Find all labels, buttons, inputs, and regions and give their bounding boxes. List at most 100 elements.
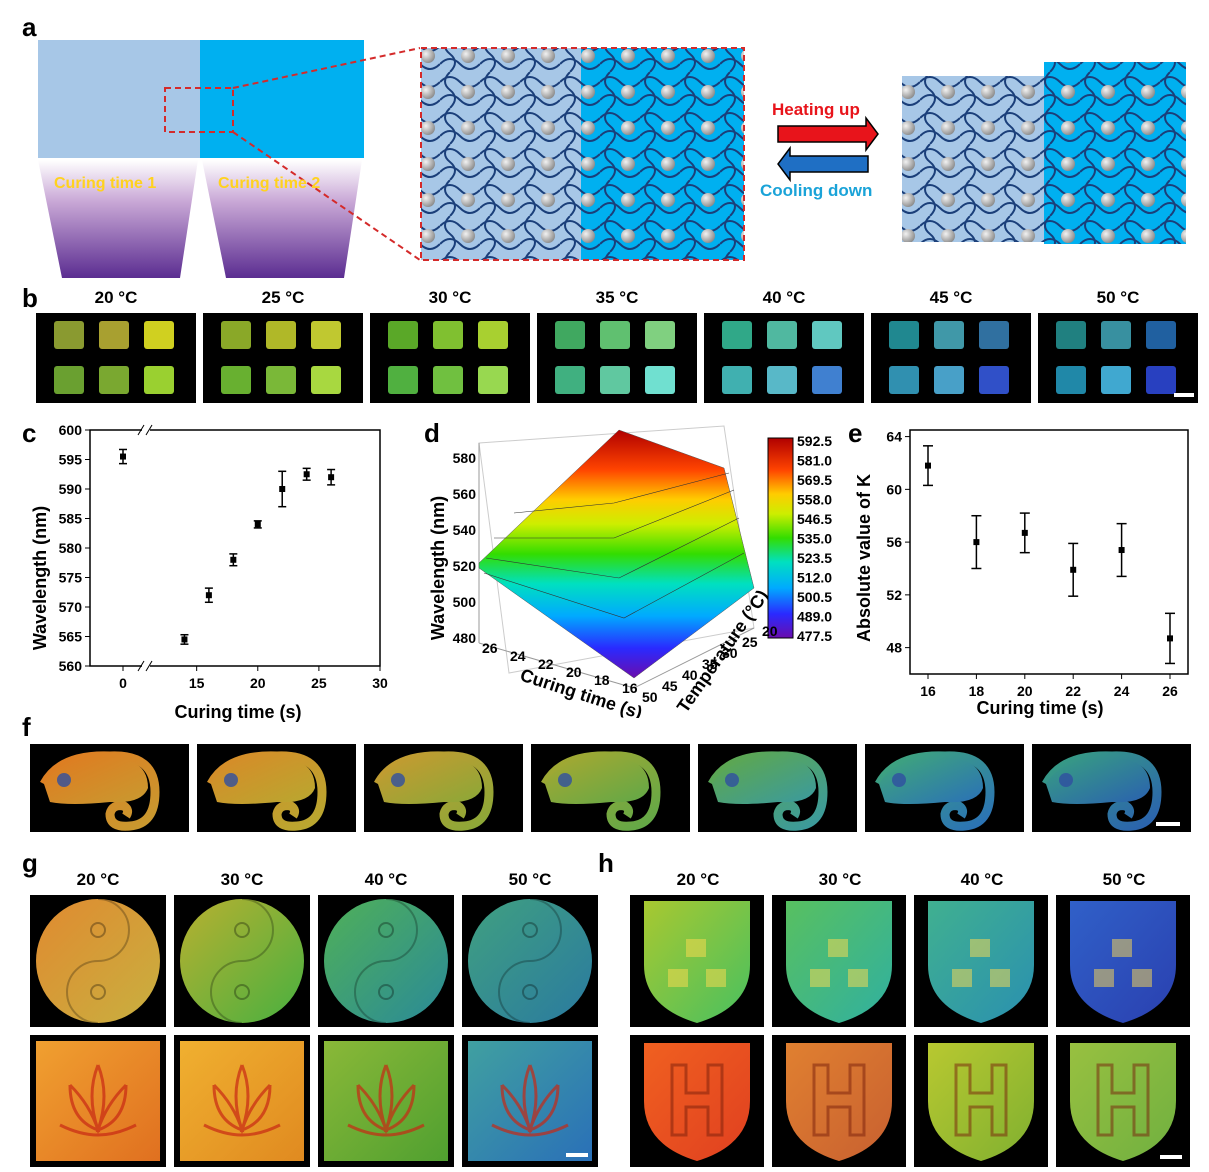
- sample-square: [388, 366, 418, 394]
- data-point: [1070, 566, 1077, 573]
- sample-square: [266, 366, 296, 394]
- sample-square: [1101, 321, 1131, 349]
- y-tick-label: 60: [886, 481, 902, 497]
- panel-a-schematic: [38, 40, 1186, 278]
- sample-image-b: [871, 313, 1031, 403]
- temp-label-h: 20 °C: [676, 870, 720, 889]
- data-point: [328, 474, 335, 481]
- z-tick-label: 520: [453, 558, 477, 574]
- scale-bar: [1156, 822, 1180, 826]
- temp-label-h: 30 °C: [818, 870, 862, 889]
- y-tick-label: 30: [722, 645, 738, 661]
- panel-label-h: h: [598, 848, 614, 878]
- sample-square: [812, 321, 842, 349]
- h-shield-image: [772, 1035, 906, 1167]
- sample-square: [221, 321, 251, 349]
- chameleon-image: [30, 744, 189, 832]
- z-tick-label: 560: [453, 486, 477, 502]
- bwh-shield-image: [914, 895, 1048, 1027]
- sample-square: [767, 366, 797, 394]
- chart-d-zlabel: Wavelength (nm): [428, 496, 448, 640]
- panel-label-b: b: [22, 283, 38, 313]
- x-tick-label: 16: [622, 680, 638, 696]
- y-tick-label: 50: [642, 689, 658, 705]
- temp-label-g: 30 °C: [220, 870, 264, 889]
- h-shield-image: [914, 1035, 1048, 1167]
- sample-square: [99, 321, 129, 349]
- sample-square: [388, 321, 418, 349]
- sample-square: [433, 366, 463, 394]
- x-tick-label: 22: [538, 656, 554, 672]
- temp-label-h: 50 °C: [1102, 870, 1146, 889]
- sample-square: [555, 366, 585, 394]
- chart-c-xlabel: Curing time (s): [174, 702, 301, 722]
- bwh-shield-image: [772, 895, 906, 1027]
- data-point: [1118, 547, 1125, 554]
- data-point: [303, 471, 310, 478]
- colorbar-label: 523.5: [797, 550, 832, 566]
- h-shield-image: [630, 1035, 764, 1167]
- x-tick-label: 26: [1162, 683, 1178, 699]
- y-tick-label: 560: [59, 658, 83, 674]
- panel-label-a: a: [22, 12, 37, 42]
- x-tick-label: 16: [920, 683, 936, 699]
- sample-square: [1146, 366, 1176, 394]
- sample-image-b: [537, 313, 697, 403]
- sample-square: [600, 321, 630, 349]
- x-tick-label: 20: [250, 675, 266, 691]
- panel-label-g: g: [22, 848, 38, 878]
- x-tick-label: 0: [119, 675, 127, 691]
- colorbar-label: 500.5: [797, 589, 832, 605]
- flower-image: [30, 1035, 166, 1167]
- flower-image: [318, 1035, 454, 1167]
- y-tick-label: 56: [886, 534, 902, 550]
- yin-yang-image: [318, 895, 454, 1027]
- colorbar-label: 489.0: [797, 609, 832, 625]
- sample-square: [645, 366, 675, 394]
- film-region-1: [38, 40, 200, 158]
- y-tick-label: 590: [59, 481, 83, 497]
- chart-c-ylabel: Wavelength (nm): [30, 506, 50, 650]
- x-tick-label: 18: [969, 683, 985, 699]
- temp-label-g: 20 °C: [76, 870, 120, 889]
- y-tick-label: 600: [59, 422, 83, 438]
- data-point: [120, 453, 126, 460]
- sample-square: [889, 366, 919, 394]
- y-tick-label: 25: [742, 634, 758, 650]
- z-tick-label: 500: [453, 594, 477, 610]
- sample-image-b: [1038, 313, 1198, 403]
- plot-frame: [909, 429, 1189, 675]
- sample-square: [1101, 366, 1131, 394]
- y-tick-label: 580: [59, 540, 83, 556]
- scale-bar: [1174, 393, 1194, 397]
- temp-label-b: 45 °C: [929, 288, 973, 307]
- x-tick-label: 24: [1114, 683, 1130, 699]
- data-point: [1021, 529, 1028, 536]
- sample-square: [99, 366, 129, 394]
- sample-square: [812, 366, 842, 394]
- y-tick-label: 20: [762, 623, 778, 639]
- sample-square: [722, 366, 752, 394]
- flower-image: [174, 1035, 310, 1167]
- heating-arrow: [777, 115, 879, 153]
- panel-label-d: d: [424, 418, 440, 448]
- scale-bar: [566, 1153, 588, 1157]
- x-tick-label: 26: [482, 640, 498, 656]
- colorbar-label: 592.5: [797, 433, 832, 449]
- mold-1: [38, 160, 198, 278]
- y-tick-label: 35: [702, 656, 718, 672]
- y-tick-label: 565: [59, 629, 83, 645]
- sample-square: [311, 321, 341, 349]
- colorbar-label: 569.5: [797, 472, 832, 488]
- yin-yang-image: [174, 895, 310, 1027]
- sample-square: [266, 321, 296, 349]
- film-region-2: [200, 40, 364, 158]
- y-tick-label: 585: [59, 511, 83, 527]
- sample-square: [1146, 321, 1176, 349]
- chameleon-image: [364, 744, 523, 832]
- y-tick-label: 40: [682, 667, 698, 683]
- x-tick-label: 18: [594, 672, 610, 688]
- chart-e-ylabel: Absolute value of K: [854, 474, 874, 642]
- temp-label-b: 40 °C: [762, 288, 806, 307]
- colorbar-label: 558.0: [797, 492, 832, 508]
